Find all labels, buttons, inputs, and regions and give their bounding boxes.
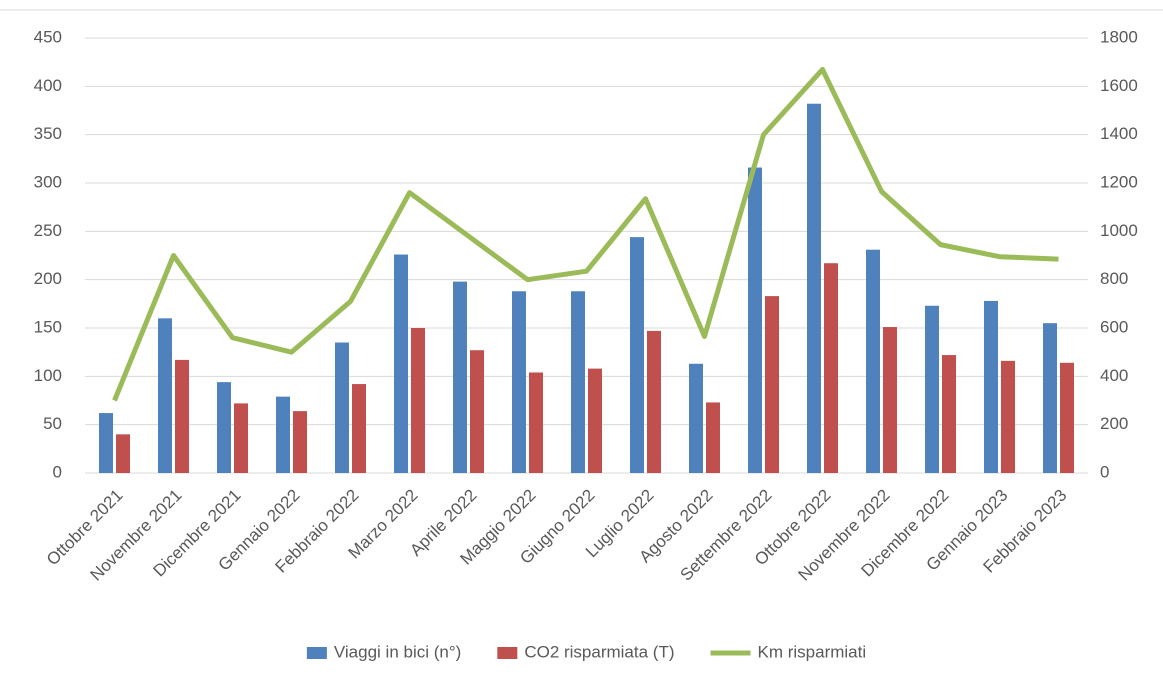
bar [352, 384, 366, 473]
legend-swatch [306, 647, 327, 659]
bar [1043, 323, 1057, 473]
bar [1001, 360, 1015, 473]
bar [1060, 362, 1074, 473]
bar [116, 434, 130, 473]
y2-tick-label: 200 [1100, 414, 1128, 433]
y-tick-label: 300 [34, 172, 62, 191]
y2-tick-label: 1200 [1100, 172, 1138, 191]
bar [453, 281, 467, 473]
y2-tick-label: 0 [1100, 462, 1109, 481]
legend-swatch [497, 647, 518, 659]
bar [984, 300, 998, 473]
y-tick-label: 100 [34, 366, 62, 385]
bar [647, 330, 661, 473]
bar [588, 368, 602, 473]
bar [689, 363, 703, 473]
bar [571, 291, 585, 473]
bar [99, 413, 113, 473]
bar [217, 382, 231, 473]
bar [293, 411, 307, 473]
bar [470, 350, 484, 473]
legend-item: Viaggi in bici (n°) [306, 642, 461, 661]
bar [276, 396, 290, 473]
y-tick-label: 250 [34, 221, 62, 240]
y2-tick-label: 1800 [1100, 27, 1138, 46]
y-tick-label: 150 [34, 317, 62, 336]
bar [765, 296, 779, 473]
bar [394, 254, 408, 473]
legend-item: Km risparmiati [710, 642, 867, 661]
y-tick-label: 350 [34, 124, 62, 143]
y-tick-label: 50 [43, 414, 62, 433]
bar [883, 327, 897, 473]
y-tick-label: 200 [34, 269, 62, 288]
bar [512, 291, 526, 473]
y2-tick-label: 600 [1100, 317, 1128, 336]
legend-label: Km risparmiati [758, 642, 867, 661]
bar [942, 355, 956, 473]
legend-label: Viaggi in bici (n°) [334, 642, 461, 661]
legend-label: CO2 risparmiata (T) [524, 642, 674, 661]
bar [335, 342, 349, 473]
bar [158, 318, 172, 473]
y-tick-label: 0 [53, 462, 62, 481]
y-tick-label: 400 [34, 76, 62, 95]
bar [706, 402, 720, 473]
bar [175, 359, 189, 473]
legend-item: CO2 risparmiata (T) [497, 642, 675, 661]
bar [630, 237, 644, 473]
y2-tick-label: 400 [1100, 366, 1128, 385]
bar [748, 167, 762, 474]
bar [866, 249, 880, 473]
y2-tick-label: 800 [1100, 269, 1128, 288]
y-tick-label: 450 [34, 27, 62, 46]
y2-tick-label: 1600 [1100, 76, 1138, 95]
bar [925, 305, 939, 473]
y2-tick-label: 1000 [1100, 221, 1138, 240]
bar [807, 103, 821, 473]
bar [529, 372, 543, 473]
bar [824, 263, 838, 473]
bar [411, 328, 425, 473]
line [112, 66, 1059, 402]
bar [234, 403, 248, 473]
y2-tick-label: 1400 [1100, 124, 1138, 143]
